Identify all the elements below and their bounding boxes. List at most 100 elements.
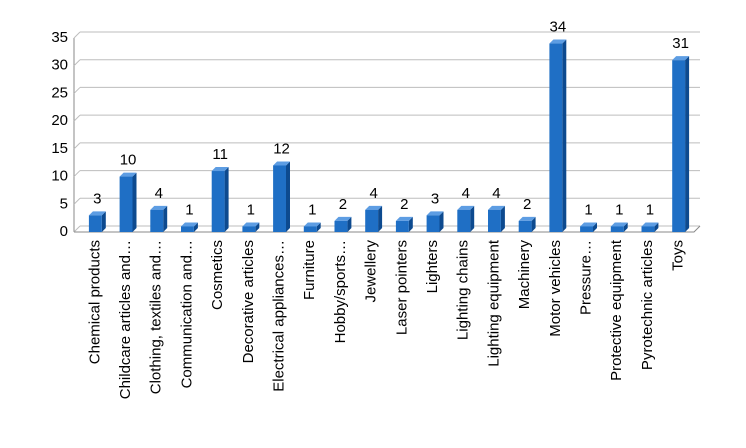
x-tick-label: Toys: [670, 240, 687, 271]
x-tick-label: Laser pointers: [393, 240, 410, 335]
data-label: 4: [369, 185, 377, 202]
bar-top: [181, 222, 198, 227]
data-label: 2: [523, 196, 531, 213]
bar-side: [408, 216, 413, 232]
bar-side: [101, 211, 106, 232]
bar: [303, 226, 317, 232]
x-tick-label: Lighting equipment: [485, 239, 502, 367]
data-label: 3: [93, 190, 101, 207]
grid-line: [73, 142, 81, 150]
bar-top: [488, 205, 505, 210]
grid-line: [73, 114, 81, 122]
data-label: 1: [584, 201, 592, 218]
bar-top: [518, 216, 536, 221]
bar-side: [470, 205, 475, 232]
y-tick-label: 30: [51, 57, 68, 74]
y-tick-label: 20: [51, 112, 68, 129]
grid-line: [73, 59, 81, 67]
bar-side: [592, 222, 597, 232]
x-tick-label: Pressure…: [578, 240, 595, 315]
bar-side: [685, 56, 690, 232]
bar-top: [242, 222, 260, 227]
bar: [334, 220, 348, 232]
bar: [88, 215, 102, 232]
bar-side: [224, 167, 229, 232]
bar-side: [623, 222, 628, 232]
data-label: 1: [247, 201, 255, 218]
data-label: 34: [550, 19, 567, 36]
bar: [181, 226, 194, 232]
x-tick-label: Electrical appliances…: [271, 240, 288, 392]
x-tick-label: Furniture: [301, 240, 318, 300]
bar-side: [285, 161, 290, 232]
data-label: 12: [273, 140, 290, 157]
x-tick-label: Pyrotechnic articles: [639, 240, 656, 370]
bar: [395, 220, 409, 232]
data-label: 1: [646, 201, 654, 218]
y-tick-label: 5: [60, 195, 68, 212]
x-tick-label: Communication and…: [178, 240, 195, 388]
bar-top: [580, 222, 597, 227]
data-label: 2: [400, 196, 408, 213]
bar-side: [654, 222, 659, 232]
data-label: 11: [212, 146, 228, 163]
bar-side: [316, 222, 321, 232]
bar-top: [273, 161, 290, 166]
y-tick-label: 35: [51, 29, 68, 46]
bar: [549, 43, 563, 232]
grid-line: [73, 170, 81, 177]
bar: [488, 209, 501, 232]
grid-line: [73, 31, 81, 39]
bar-top: [88, 211, 106, 216]
bar-top: [549, 39, 567, 44]
bar-top: [334, 216, 352, 221]
bar-top: [119, 172, 137, 177]
bar-side: [531, 216, 536, 232]
y-tick-label: 15: [51, 140, 68, 157]
x-tick-label: Clothing, textiles and…: [148, 240, 165, 394]
bar: [457, 209, 471, 232]
data-label: 1: [185, 201, 193, 218]
data-label: 2: [339, 196, 347, 213]
x-tick-label: Lighters: [424, 240, 441, 293]
x-tick-label: Hobby/sports…: [332, 240, 349, 343]
bar: [426, 215, 440, 232]
bar: [580, 226, 593, 232]
bar: [273, 165, 286, 232]
bar-side: [439, 211, 444, 232]
data-label: 4: [492, 185, 500, 202]
bar-top: [211, 167, 229, 172]
bar: [518, 220, 532, 232]
x-tick-label: Protective equipment: [608, 239, 625, 381]
data-label: 1: [308, 201, 316, 218]
grid-line: [73, 87, 81, 94]
x-tick-label: Jewellery: [363, 240, 380, 303]
x-tick-label: Motor vehicles: [547, 240, 564, 337]
data-label: 3: [431, 190, 439, 207]
bar: [242, 226, 256, 232]
bar-top: [426, 211, 444, 216]
bar-top: [395, 216, 413, 221]
bar: [365, 209, 379, 232]
bar-top: [641, 222, 659, 227]
data-label: 1: [615, 201, 623, 218]
x-tick-label: Decorative articles: [240, 240, 257, 363]
bar-side: [562, 39, 567, 232]
data-label: 4: [155, 185, 163, 202]
bar-top: [150, 205, 168, 210]
data-label: 4: [462, 185, 470, 202]
bar: [610, 226, 624, 232]
x-tick-label: Machinery: [516, 240, 533, 310]
bar-side: [255, 222, 260, 232]
bar: [641, 226, 655, 232]
y-tick-label: 0: [60, 223, 68, 240]
grid-line: [73, 197, 81, 205]
bar-side: [193, 222, 198, 232]
bar: [150, 209, 164, 232]
bar-side: [132, 172, 137, 232]
data-label: 31: [672, 35, 689, 52]
bar-top: [365, 205, 383, 210]
bar-top: [303, 222, 321, 227]
grid-line: [73, 225, 81, 233]
